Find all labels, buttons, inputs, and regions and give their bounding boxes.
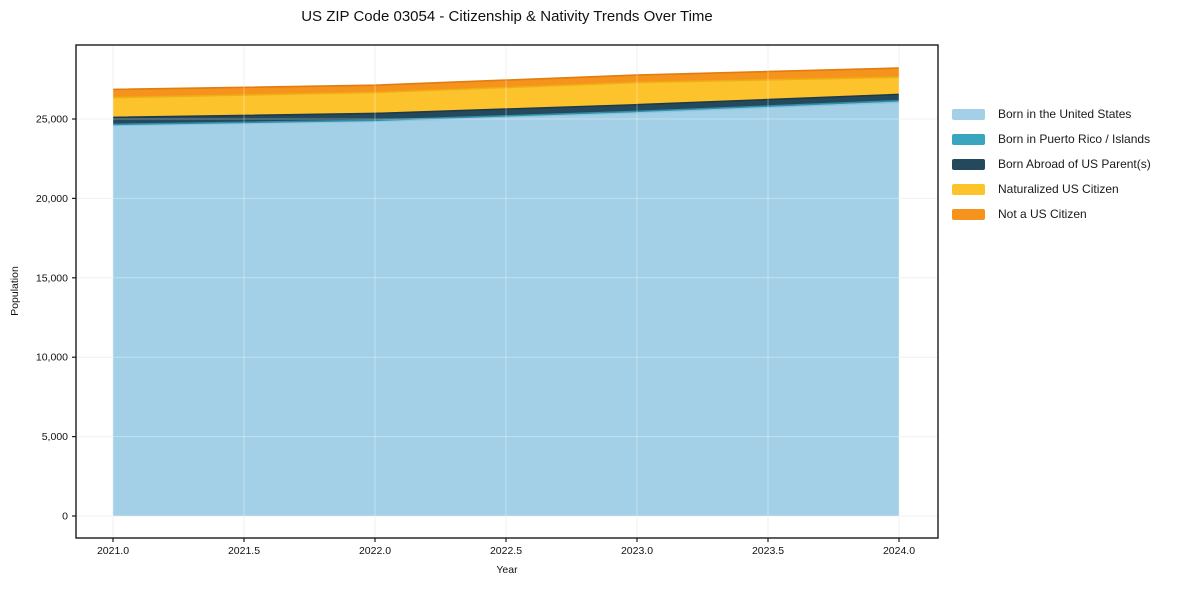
legend-swatch-icon bbox=[952, 183, 985, 195]
legend-item: Born Abroad of US Parent(s) bbox=[952, 157, 1151, 171]
chart-title: US ZIP Code 03054 - Citizenship & Nativi… bbox=[301, 8, 713, 25]
y-tick-label: 20,000 bbox=[36, 193, 68, 205]
x-tick-label: 2021.0 bbox=[97, 545, 129, 557]
legend-swatch-icon bbox=[952, 133, 985, 145]
area-series bbox=[113, 68, 899, 98]
y-tick-label: 0 bbox=[62, 511, 68, 523]
y-tick-label: 15,000 bbox=[36, 272, 68, 284]
legend-swatch-icon bbox=[952, 208, 985, 220]
legend-item: Not a US Citizen bbox=[952, 207, 1151, 221]
legend-swatch-icon bbox=[952, 108, 985, 120]
legend-label: Born in the United States bbox=[998, 107, 1132, 121]
x-axis-label: Year bbox=[496, 564, 518, 576]
area-top-edge bbox=[112, 99, 900, 126]
legend-label: Born in Puerto Rico / Islands bbox=[998, 132, 1151, 146]
legend-item: Born in the United States bbox=[952, 107, 1151, 121]
legend-item: Naturalized US Citizen bbox=[952, 182, 1151, 196]
area-top-edge bbox=[112, 93, 900, 119]
y-tick-label: 25,000 bbox=[36, 114, 68, 126]
x-tick-label: 2022.5 bbox=[490, 545, 522, 557]
legend-item: Born in Puerto Rico / Islands bbox=[952, 132, 1151, 146]
x-tick-label: 2024.0 bbox=[883, 545, 915, 557]
area-series bbox=[113, 102, 899, 517]
legend-swatch-icon bbox=[952, 158, 985, 170]
legend-label: Naturalized US Citizen bbox=[998, 182, 1119, 196]
area-top-edge bbox=[112, 101, 900, 127]
x-tick-label: 2021.5 bbox=[228, 545, 260, 557]
legend-label: Born Abroad of US Parent(s) bbox=[998, 157, 1151, 171]
y-tick-label: 10,000 bbox=[36, 352, 68, 364]
area-series bbox=[113, 77, 899, 118]
legend: Born in the United States Born in Puerto … bbox=[952, 107, 1151, 221]
area-top-edge bbox=[112, 67, 900, 91]
x-tick-label: 2023.5 bbox=[752, 545, 784, 557]
x-tick-label: 2022.0 bbox=[359, 545, 391, 557]
legend-label: Not a US Citizen bbox=[998, 207, 1087, 221]
y-tick-label: 5,000 bbox=[42, 431, 68, 443]
plot-spines bbox=[75, 44, 939, 539]
x-tick-label: 2023.0 bbox=[621, 545, 653, 557]
area-top-edge bbox=[112, 76, 900, 99]
